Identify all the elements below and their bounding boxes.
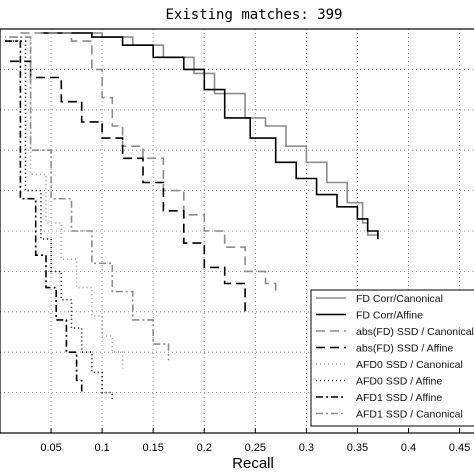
- series-line: [40, 32, 379, 240]
- plot-frame: [0, 28, 474, 434]
- x-tick-label: 0.25: [245, 442, 266, 454]
- x-tick-label: 0.45: [449, 442, 470, 454]
- legend-label: AFD1 SSD / Canonical: [356, 409, 463, 421]
- legend-label: AFD0 SSD / Canonical: [356, 359, 463, 371]
- legend-label: abs(FD) SSD / Canonical: [356, 326, 474, 338]
- x-axis-label: Recall: [232, 455, 274, 472]
- x-tick-label: 0.3: [299, 442, 314, 454]
- legend-label: AFD1 SSD / Affine: [356, 392, 442, 404]
- x-tick-label: 0.15: [142, 442, 163, 454]
- series-line: [10, 60, 246, 312]
- x-ticks: 0.05 0.1 0.15 0.2 0.25 0.3 0.35 0.4 0.45: [40, 428, 470, 454]
- legend-box: [310, 289, 474, 427]
- legend: FD Corr/Canonical FD Corr/Affine abs(FD) S…: [310, 289, 474, 427]
- series-line: [5, 40, 83, 393]
- x-tick-label: 0.4: [401, 442, 416, 454]
- chart-title: Existing matches: 399: [165, 7, 342, 23]
- series-line: [5, 40, 114, 401]
- x-tick-label: 0.2: [197, 442, 212, 454]
- x-tick-label: 0.35: [347, 442, 368, 454]
- legend-items: FD Corr/Canonical FD Corr/Affine abs(FD) S…: [316, 293, 474, 421]
- plot-series: [5, 32, 379, 401]
- legend-label: FD Corr/Canonical: [356, 293, 443, 305]
- x-tick-label: 0.05: [40, 442, 61, 454]
- series-line: [20, 32, 277, 296]
- legend-label: AFD0 SSD / Affine: [356, 376, 442, 388]
- legend-label: FD Corr/Affine: [356, 310, 423, 322]
- x-tick-label: 0.1: [94, 442, 109, 454]
- legend-label: abs(FD) SSD / Affine: [356, 343, 453, 355]
